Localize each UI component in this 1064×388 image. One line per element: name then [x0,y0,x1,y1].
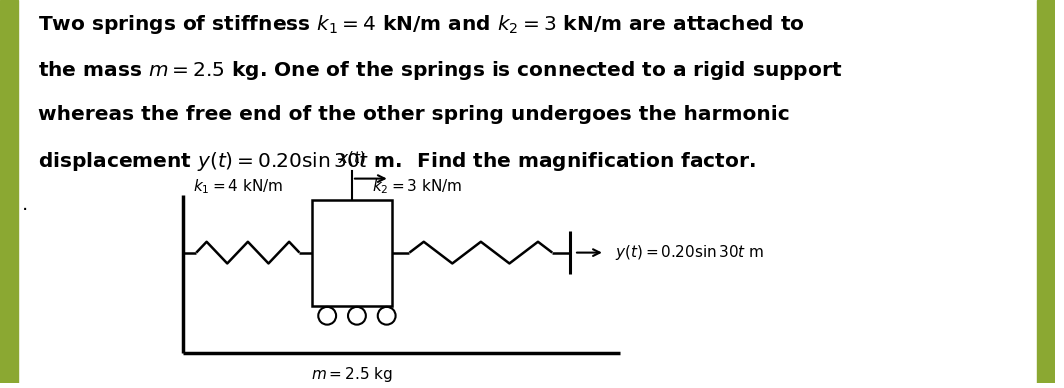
Text: displacement $y(t) = 0.20\sin 30t$ m.  Find the magnification factor.: displacement $y(t) = 0.20\sin 30t$ m. Fi… [37,151,755,173]
Text: $m = 2.5$ kg: $m = 2.5$ kg [311,365,393,384]
Text: ·: · [21,201,28,220]
Bar [1037,0,1054,383]
Bar [313,200,392,306]
Text: whereas the free end of the other spring undergoes the harmonic: whereas the free end of the other spring… [37,105,789,124]
Text: $k_2 = 3$ kN/m: $k_2 = 3$ kN/m [371,178,462,196]
Text: Two springs of stiffness $k_1 = 4$ kN/m and $k_2 = 3$ kN/m are attached to: Two springs of stiffness $k_1 = 4$ kN/m … [37,13,804,36]
Text: $k_1 = 4$ kN/m: $k_1 = 4$ kN/m [193,178,283,196]
Text: $x(t)$: $x(t)$ [338,149,366,167]
Bar [0,0,18,383]
Text: $y(t) = 0.20\sin 30t$ m: $y(t) = 0.20\sin 30t$ m [615,243,764,262]
Text: the mass $m = 2.5$ kg. One of the springs is connected to a rigid support: the mass $m = 2.5$ kg. One of the spring… [37,59,842,82]
